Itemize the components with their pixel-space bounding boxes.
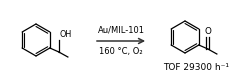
Text: Au/MIL-101: Au/MIL-101: [97, 25, 144, 34]
Text: OH: OH: [60, 30, 72, 39]
Text: 160 °C, O₂: 160 °C, O₂: [99, 47, 143, 56]
Text: TOF 29300 h⁻¹: TOF 29300 h⁻¹: [163, 63, 229, 72]
Text: O: O: [204, 26, 211, 36]
